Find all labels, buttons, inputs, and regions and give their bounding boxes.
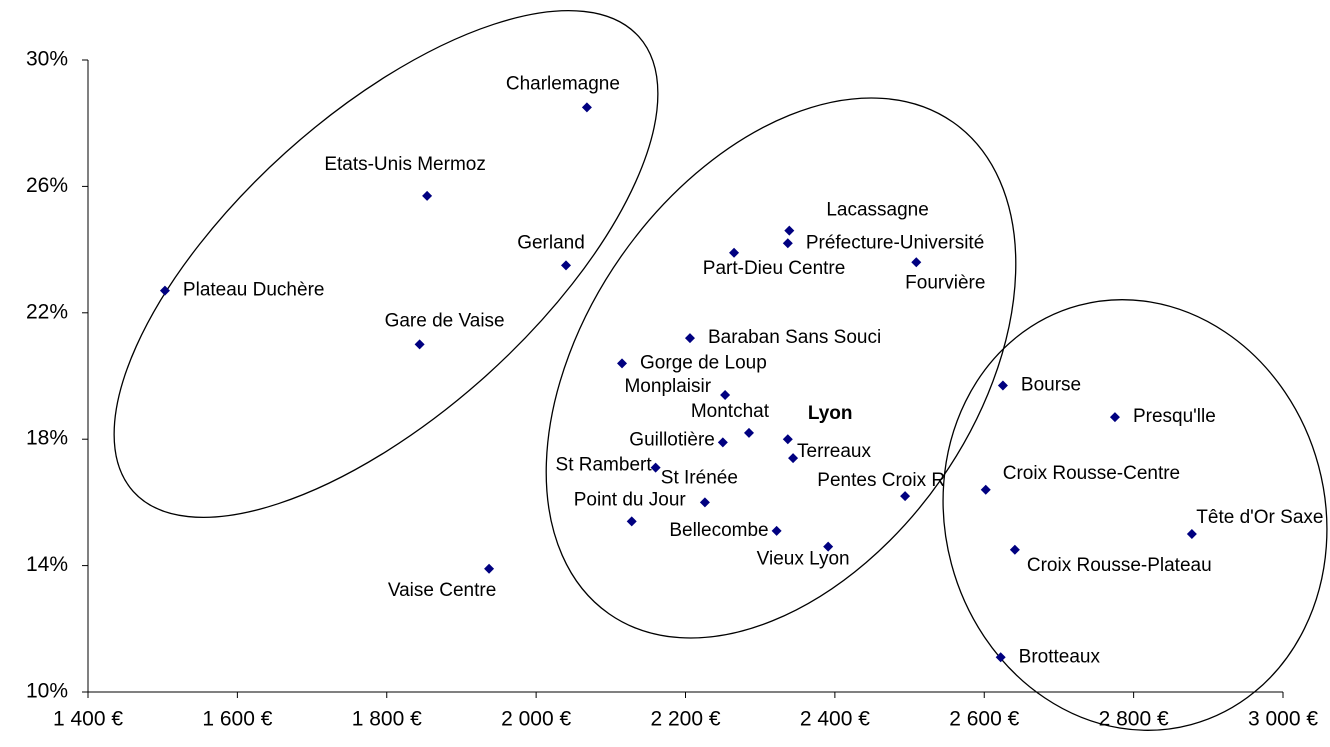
point-label: Fourvière (905, 272, 985, 293)
x-tick-label: 2 400 € (800, 708, 870, 731)
cluster-ellipse (545, 97, 1017, 639)
point-label: Vieux Lyon (757, 549, 850, 570)
point (626, 516, 637, 527)
point-label: Etats-Unis Mermoz (324, 154, 486, 175)
x-tick-label: 2 800 € (1099, 708, 1169, 731)
point (743, 427, 754, 438)
x-tick-label: 2 200 € (650, 708, 720, 731)
point-label: Point du Jour (574, 489, 687, 510)
point-label: Bourse (1021, 374, 1081, 395)
point-label: Croix Rousse-Centre (1003, 463, 1180, 484)
point (1009, 544, 1020, 555)
point-label: Charlemagne (506, 73, 620, 94)
point-label: Gare de Vaise (385, 310, 505, 331)
point-label: Gerland (517, 232, 585, 253)
point-label: Plateau Duchère (183, 280, 325, 301)
point (788, 453, 799, 464)
point (617, 358, 628, 369)
x-tick-label: 3 000 € (1248, 708, 1318, 731)
point (911, 257, 922, 268)
y-tick-label: 22% (26, 300, 68, 323)
point-label: Terreaux (797, 441, 871, 462)
point (159, 285, 170, 296)
point (414, 339, 425, 350)
point (729, 247, 740, 258)
y-tick-label: 10% (26, 680, 68, 703)
point-label: Guillotière (629, 429, 715, 450)
x-tick-label: 1 600 € (202, 708, 272, 731)
point-label: Presqu'lle (1133, 406, 1216, 427)
point-label: Brotteaux (1019, 646, 1101, 667)
point (823, 541, 834, 552)
point (422, 190, 433, 201)
point-label: St Rambert (556, 455, 653, 476)
cluster-ellipse (942, 299, 1328, 731)
point-label: Part-Dieu Centre (703, 258, 846, 279)
point (581, 102, 592, 113)
point-label: Gorge de Loup (640, 352, 767, 373)
point (699, 497, 710, 508)
x-tick-label: 1 800 € (352, 708, 422, 731)
point-label: Préfecture-Université (806, 232, 984, 253)
point (1109, 412, 1120, 423)
point (900, 491, 911, 502)
point (561, 260, 571, 271)
point (720, 389, 731, 400)
point-label: Tête d'Or Saxe (1196, 507, 1323, 528)
point (650, 462, 661, 473)
point (484, 563, 495, 574)
y-tick-label: 30% (26, 48, 68, 71)
point (1186, 529, 1197, 539)
y-tick-label: 14% (26, 553, 68, 576)
point (997, 380, 1008, 391)
point (684, 333, 695, 344)
x-tick-label: 1 400 € (53, 708, 123, 731)
y-tick-label: 18% (26, 427, 68, 450)
y-tick-label: 26% (26, 174, 68, 197)
point (717, 437, 728, 448)
point-label: Monplaisir (624, 376, 711, 397)
point (782, 238, 793, 249)
x-tick-label: 2 000 € (501, 708, 571, 731)
point (995, 652, 1006, 663)
point-label: Bellecombe (669, 520, 768, 541)
x-tick-label: 2 600 € (949, 708, 1019, 731)
cluster-ellipse (113, 10, 659, 518)
point-label: Lacassagne (826, 200, 928, 221)
point (771, 525, 782, 536)
point (782, 434, 793, 445)
point-label: Pentes Croix R (817, 470, 945, 491)
point-label: St Irénée (661, 467, 738, 488)
point (784, 225, 795, 236)
point-label: Croix Rousse-Plateau (1027, 555, 1212, 576)
point-label: Montchat (691, 401, 770, 422)
point-label: Vaise Centre (388, 580, 496, 601)
point-label: Lyon (808, 403, 853, 424)
point-label: Baraban Sans Souci (708, 327, 881, 348)
point (980, 484, 991, 495)
